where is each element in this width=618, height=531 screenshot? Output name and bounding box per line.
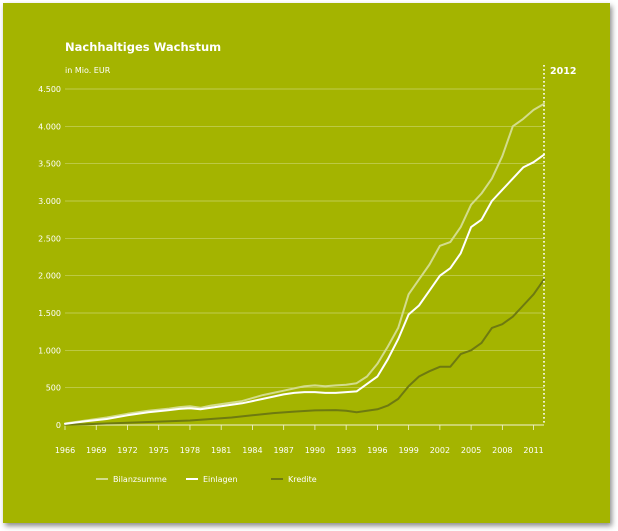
- series-line-kredite: [64, 278, 545, 426]
- x-tick-label: 1969: [86, 446, 106, 455]
- chart-title: Nachhaltiges Wachstum: [65, 40, 221, 54]
- x-tick-label: 1978: [180, 446, 200, 455]
- y-tick-label: 500: [46, 384, 61, 393]
- y-tick-label: 4.500: [38, 85, 61, 94]
- y-tick-label: 4.000: [38, 122, 61, 131]
- x-tick-label: 1981: [211, 446, 231, 455]
- y-tick-label: 2.000: [38, 272, 61, 281]
- series-line-bilanzsumme: [64, 102, 545, 425]
- x-tick-label: 1987: [273, 446, 293, 455]
- x-tick-label: 2011: [523, 446, 543, 455]
- series-line-einlagen: [64, 153, 545, 425]
- x-tick-label: 2005: [461, 446, 481, 455]
- x-tick-label: 1966: [55, 446, 75, 455]
- legend-label-kredite: Kredite: [288, 475, 317, 484]
- chart-subtitle: in Mio. EUR: [65, 66, 111, 75]
- chart-frame: Nachhaltiges Wachstum in Mio. EUR 0 500 1.…: [3, 3, 610, 523]
- y-tick-label: 3.500: [38, 160, 61, 169]
- x-tick-label: 1972: [117, 446, 137, 455]
- x-tick-label: 1993: [336, 446, 356, 455]
- y-tick-label: 1.000: [38, 346, 61, 355]
- x-tick-label: 1996: [367, 446, 387, 455]
- x-tick-label: 1990: [305, 446, 325, 455]
- legend-label-einlagen: Einlagen: [203, 475, 238, 484]
- x-tick-label: 2008: [492, 446, 512, 455]
- x-tick-label: 2002: [430, 446, 450, 455]
- x-tick-label: 1975: [149, 446, 169, 455]
- line-chart: Nachhaltiges Wachstum in Mio. EUR 0 500 1.…: [38, 40, 576, 484]
- year-marker-label: 2012: [550, 66, 576, 77]
- y-tick-label: 0: [56, 421, 61, 430]
- y-tick-label: 3.000: [38, 197, 61, 206]
- y-tick-label: 2.500: [38, 234, 61, 243]
- x-tick-label: 1984: [242, 446, 262, 455]
- x-tick-label: 1999: [398, 446, 418, 455]
- y-tick-label: 1.500: [38, 309, 61, 318]
- legend-label-bilanzsumme: Bilanzsumme: [113, 475, 167, 484]
